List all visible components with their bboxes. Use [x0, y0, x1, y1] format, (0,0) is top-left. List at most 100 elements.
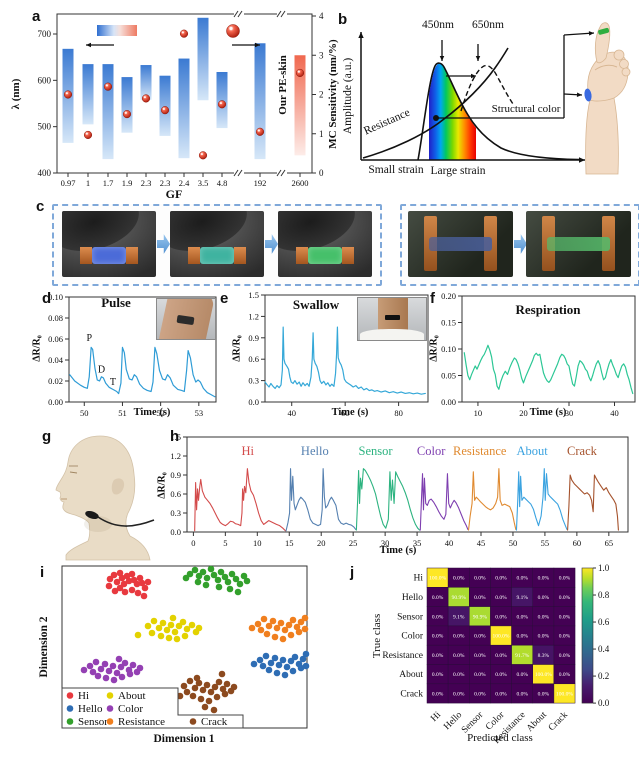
svg-text:0.0%: 0.0% — [538, 576, 550, 582]
svg-text:0: 0 — [191, 538, 195, 548]
svg-text:9.1%: 9.1% — [516, 595, 528, 601]
svg-text:0.0%: 0.0% — [453, 634, 465, 640]
svg-text:0.0%: 0.0% — [474, 595, 486, 601]
svg-text:40: 40 — [287, 408, 296, 418]
svg-text:5: 5 — [223, 538, 227, 548]
svg-text:0.0%: 0.0% — [474, 672, 486, 678]
svg-text:0.0%: 0.0% — [453, 691, 465, 697]
i-ylabel: Dimension 2 — [38, 616, 50, 678]
svg-text:90.9%: 90.9% — [452, 595, 467, 601]
svg-text:0.0%: 0.0% — [516, 614, 528, 620]
head-model-illustration — [55, 435, 155, 561]
svg-text:0.0%: 0.0% — [453, 672, 465, 678]
panel-letter-d: d — [42, 290, 52, 307]
svg-text:90.9%: 90.9% — [473, 614, 488, 620]
schematic-diagram — [358, 22, 631, 175]
svg-text:600: 600 — [38, 75, 52, 85]
panel-letter-f: f — [430, 290, 435, 307]
svg-text:100.0%: 100.0% — [493, 634, 510, 640]
svg-text:4.8: 4.8 — [217, 178, 228, 188]
panel-f: f 0.00 0.05 0.10 0.15 0.20 10 20 30 40 Respirati… — [428, 288, 639, 432]
f-ylabel: ΔR/R₀ — [428, 335, 440, 362]
svg-text:0.0%: 0.0% — [495, 653, 507, 659]
svg-text:1.5: 1.5 — [248, 290, 259, 300]
e-ylabel: ΔR/R₀ — [231, 335, 243, 362]
svg-text:0.0%: 0.0% — [559, 614, 571, 620]
panel-a: a 400 500 600 700 0 1 2 3 4 0.97 1 1.7 1.9 2.3 2.3 2.4 3… — [6, 8, 340, 202]
svg-text:0.0%: 0.0% — [495, 614, 507, 620]
svg-text:20: 20 — [519, 408, 528, 418]
svg-text:0.0%: 0.0% — [432, 634, 444, 640]
panel-i: i Hi Hello Sensor About Color Resistance Crack… — [28, 560, 340, 768]
svg-text:About: About — [118, 690, 146, 702]
transition-arrow-icon — [265, 234, 278, 254]
panel-letter-g: g — [42, 428, 52, 445]
svg-text:91.7%: 91.7% — [515, 653, 530, 659]
svg-text:1.9: 1.9 — [122, 178, 133, 188]
svg-text:0.3: 0.3 — [170, 508, 181, 518]
panel-letter-e: e — [220, 290, 229, 307]
pe-skin-band — [188, 247, 246, 264]
respiration-chart: 0.00 0.05 0.10 0.15 0.20 10 20 30 40 — [441, 291, 636, 418]
svg-text:0.08: 0.08 — [48, 313, 63, 323]
svg-text:Color: Color — [417, 444, 446, 458]
svg-text:9.1%: 9.1% — [453, 614, 465, 620]
svg-text:35: 35 — [413, 538, 422, 548]
svg-text:0.0: 0.0 — [170, 527, 181, 537]
elbow-photo-1 — [408, 211, 513, 277]
svg-text:1.2: 1.2 — [170, 451, 181, 461]
svg-text:0.0%: 0.0% — [559, 653, 571, 659]
svg-text:Hello: Hello — [301, 444, 329, 458]
svg-text:Hello: Hello — [402, 593, 423, 603]
pe-skin-band — [80, 247, 138, 264]
svg-text:0.10: 0.10 — [48, 292, 63, 302]
svg-text:Sensor: Sensor — [78, 716, 108, 728]
svg-text:0.00: 0.00 — [441, 397, 456, 407]
svg-text:0.10: 0.10 — [441, 344, 456, 354]
e-xlabel: Time (s) — [331, 407, 369, 418]
svg-text:2.4: 2.4 — [179, 178, 190, 188]
svg-text:1: 1 — [319, 129, 324, 139]
finger-photo-3 — [278, 211, 372, 277]
svg-text:60: 60 — [341, 408, 350, 418]
photo-strip-finger — [52, 204, 382, 286]
svg-text:0.97: 0.97 — [61, 178, 76, 188]
svg-text:P: P — [86, 333, 92, 344]
svg-text:0.0%: 0.0% — [516, 634, 528, 640]
svg-text:Hi: Hi — [429, 710, 443, 724]
svg-text:0.6: 0.6 — [598, 617, 610, 627]
svg-text:80: 80 — [394, 408, 403, 418]
svg-text:0.20: 0.20 — [441, 291, 456, 301]
d-xlabel: Time (s) — [133, 407, 171, 418]
svg-text:55: 55 — [541, 538, 550, 548]
svg-text:2.3: 2.3 — [160, 178, 171, 188]
svg-text:0.9: 0.9 — [170, 470, 181, 480]
svg-text:0.05: 0.05 — [441, 371, 456, 381]
svg-text:About: About — [517, 444, 549, 458]
svg-text:100.0%: 100.0% — [535, 672, 552, 678]
svg-text:1.7: 1.7 — [103, 178, 114, 188]
peak-650nm-label: 650nm — [472, 19, 504, 31]
svg-text:0.0%: 0.0% — [516, 576, 528, 582]
svg-text:D: D — [98, 365, 105, 376]
svg-text:0.02: 0.02 — [48, 376, 63, 386]
respiration-title: Respiration — [515, 302, 581, 317]
panel-c: c — [28, 196, 639, 288]
svg-text:T: T — [110, 377, 116, 388]
elbow-photo-2 — [526, 211, 631, 277]
pe-skin-band — [429, 237, 492, 251]
svg-text:1.0: 1.0 — [598, 563, 610, 573]
svg-text:Hi: Hi — [241, 444, 254, 458]
svg-text:1: 1 — [86, 178, 90, 188]
pe-skin-band — [547, 237, 610, 251]
svg-text:Sensor: Sensor — [397, 612, 424, 622]
svg-text:Sensor: Sensor — [359, 444, 394, 458]
svg-text:52: 52 — [156, 408, 165, 418]
svg-text:Resistance: Resistance — [118, 716, 165, 728]
svg-text:10: 10 — [474, 408, 483, 418]
svg-text:0.0%: 0.0% — [432, 672, 444, 678]
small-strain-label: Small strain — [368, 164, 424, 176]
svg-text:3.5: 3.5 — [198, 178, 209, 188]
panel-letter-c: c — [36, 198, 45, 215]
